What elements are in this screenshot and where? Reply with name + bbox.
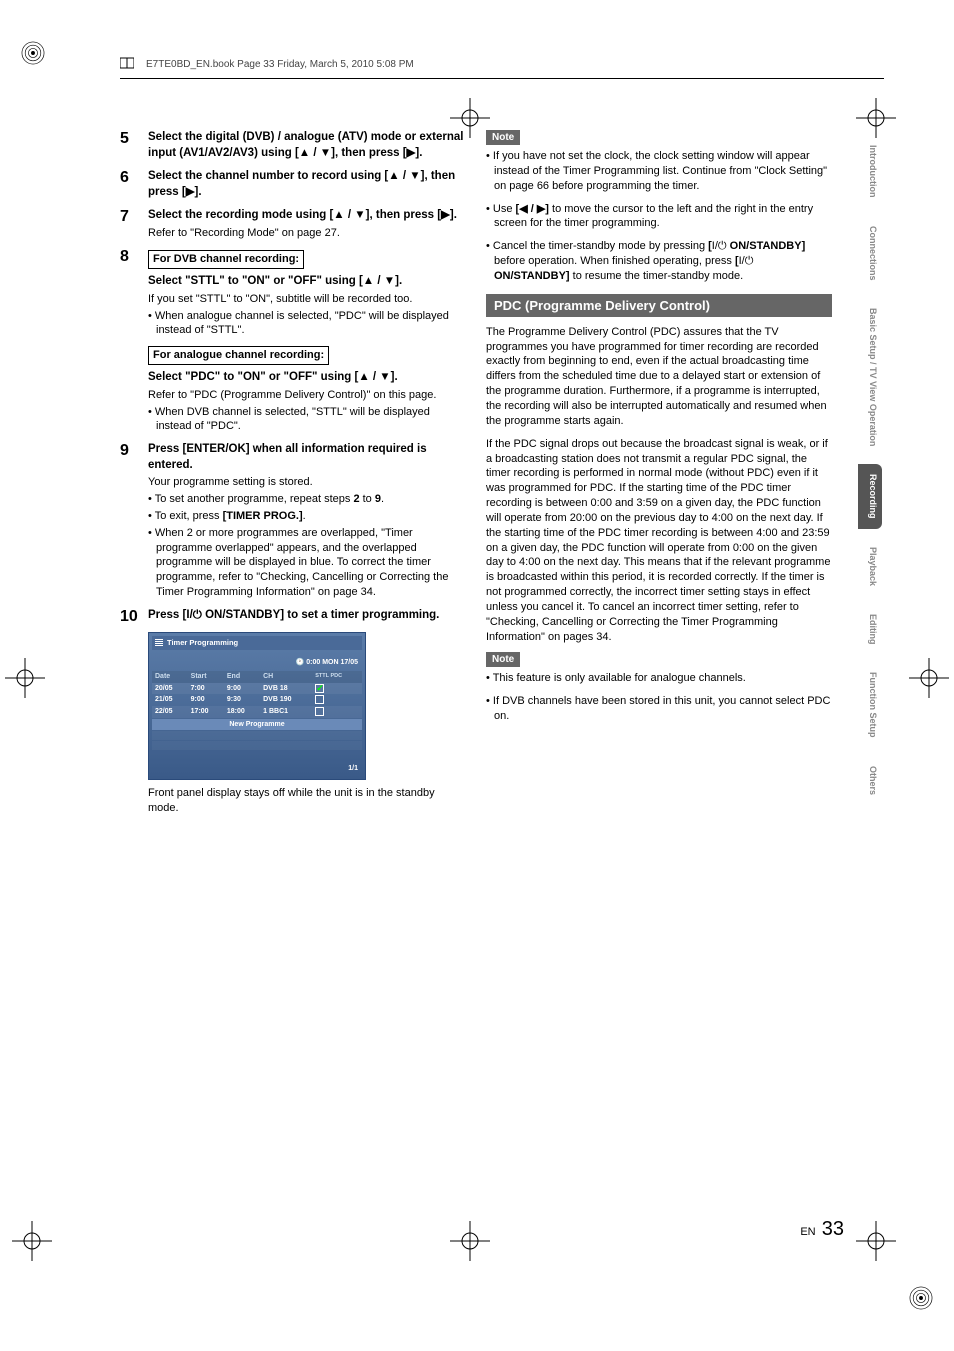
tab-connections[interactable]: Connections: [858, 216, 882, 291]
step-subtext: Refer to "PDC (Programme Delivery Contro…: [148, 388, 466, 403]
step-10: 10 Press [I/⏻ ON/STANDBY] to set a timer…: [120, 608, 466, 815]
pager: 1/1: [152, 750, 362, 775]
book-icon: [120, 57, 134, 72]
timer-programming-panel: Timer Programming 🕐 0:00 MON 17/05 Date …: [148, 632, 366, 780]
step-number: 8: [120, 248, 140, 434]
section-tabs: Introduction Connections Basic Setup / T…: [858, 135, 882, 805]
table-row: 22/05 17:00 18:00 1 BBC1: [152, 706, 362, 718]
right-column: Note • If you have not set the clock, th…: [486, 130, 832, 823]
step-6: 6 Select the channel number to record us…: [120, 169, 466, 200]
new-programme-row: New Programme: [152, 719, 362, 730]
panel-caption: Front panel display stays off while the …: [148, 786, 466, 816]
analogue-box-label: For analogue channel recording:: [148, 346, 329, 365]
step-bullet: • When analogue channel is selected, "PD…: [148, 309, 466, 339]
step-9: 9 Press [ENTER/OK] when all information …: [120, 442, 466, 600]
table-header-row: Date Start End CH STTL PDC: [152, 671, 362, 682]
step-text: Select "STTL" to "ON" or "OFF" using [▲ …: [148, 274, 466, 290]
checkbox-icon: [315, 695, 324, 704]
dvb-box-label: For DVB channel recording:: [148, 250, 304, 269]
tab-function-setup[interactable]: Function Setup: [858, 662, 882, 748]
list-icon: [155, 639, 163, 646]
tab-basic-setup[interactable]: Basic Setup / TV View Operation: [858, 298, 882, 456]
step-8: 8 For DVB channel recording: Select "STT…: [120, 248, 466, 434]
tab-others[interactable]: Others: [858, 756, 882, 805]
step-text: Select the recording mode using [▲ / ▼],…: [148, 209, 457, 221]
tab-recording[interactable]: Recording: [858, 464, 882, 529]
empty-row: [152, 731, 362, 740]
frame-header: E7TE0BD_EN.book Page 33 Friday, March 5,…: [120, 55, 884, 79]
left-column: 5 Select the digital (DVB) / analogue (A…: [120, 130, 466, 823]
crop-mark-icon: [909, 658, 949, 698]
pdc-paragraph: The Programme Delivery Control (PDC) ass…: [486, 325, 832, 429]
timer-table: Date Start End CH STTL PDC 20/05 7:00 9:…: [152, 671, 362, 718]
note-label: Note: [486, 130, 520, 145]
crop-mark-icon: [12, 1221, 52, 1261]
table-row: 20/05 7:00 9:00 DVB 18: [152, 683, 362, 695]
step-subtext: If you set "STTL" to "ON", subtitle will…: [148, 292, 466, 307]
step-bullet: • To set another programme, repeat steps…: [148, 492, 466, 507]
pdc-paragraph: If the PDC signal drops out because the …: [486, 437, 832, 645]
step-number: 9: [120, 442, 140, 600]
table-row: 21/05 9:00 9:30 DVB 190: [152, 694, 362, 706]
page-wrap: E7TE0BD_EN.book Page 33 Friday, March 5,…: [10, 10, 944, 1341]
step-bullet: • When 2 or more programmes are overlapp…: [148, 526, 466, 600]
note-bullet: • This feature is only available for ana…: [486, 671, 832, 686]
note-bullet: • If DVB channels have been stored in th…: [486, 694, 832, 724]
note-bullet: • Cancel the timer-standby mode by press…: [486, 239, 832, 284]
pdc-section-title: PDC (Programme Delivery Control): [486, 294, 832, 317]
th-end: End: [224, 671, 260, 682]
crop-mark-icon: [5, 658, 45, 698]
tab-editing[interactable]: Editing: [858, 604, 882, 655]
step-number: 5: [120, 130, 140, 161]
step-subtext: Your programme setting is stored.: [148, 475, 466, 490]
empty-row: [152, 741, 362, 750]
note-bullet: • Use [◀ / ▶] to move the cursor to the …: [486, 202, 832, 232]
note-bullet: • If you have not set the clock, the clo…: [486, 149, 832, 194]
step-5: 5 Select the digital (DVB) / analogue (A…: [120, 130, 466, 161]
step-bullet: • When DVB channel is selected, "STTL" w…: [148, 405, 466, 435]
step-text: Select the digital (DVB) / analogue (ATV…: [148, 131, 463, 159]
step-subtext: Refer to "Recording Mode" on page 27.: [148, 226, 466, 241]
crop-mark-icon: [450, 1221, 490, 1261]
step-7: 7 Select the recording mode using [▲ / ▼…: [120, 208, 466, 240]
tab-introduction[interactable]: Introduction: [858, 135, 882, 208]
frame-header-text: E7TE0BD_EN.book Page 33 Friday, March 5,…: [146, 59, 414, 70]
registration-spiral-icon: [908, 1285, 934, 1311]
th-start: Start: [188, 671, 224, 682]
timer-clock: 🕐 0:00 MON 17/05: [152, 650, 362, 669]
step-text: Press [I/⏻ ON/STANDBY] to set a timer pr…: [148, 609, 439, 621]
note-label: Note: [486, 652, 520, 667]
page-number: EN 33: [800, 1218, 844, 1241]
step-number: 10: [120, 608, 140, 815]
step-number: 7: [120, 208, 140, 240]
tab-playback[interactable]: Playback: [858, 537, 882, 596]
th-ch: CH: [260, 671, 312, 682]
clock-icon: 🕐: [296, 659, 305, 666]
step-text: Select the channel number to record usin…: [148, 170, 455, 198]
content-area: 5 Select the digital (DVB) / analogue (A…: [120, 130, 880, 823]
step-bullet: • To exit, press [TIMER PROG.].: [148, 509, 466, 524]
th-date: Date: [152, 671, 188, 682]
checkbox-icon: [315, 684, 324, 693]
crop-mark-icon: [856, 1221, 896, 1261]
step-text: Press [ENTER/OK] when all information re…: [148, 443, 427, 471]
registration-spiral-icon: [20, 40, 46, 66]
step-number: 6: [120, 169, 140, 200]
step-text: Select "PDC" to "ON" or "OFF" using [▲ /…: [148, 370, 466, 386]
timer-panel-title: Timer Programming: [152, 636, 362, 650]
checkbox-icon: [315, 707, 324, 716]
